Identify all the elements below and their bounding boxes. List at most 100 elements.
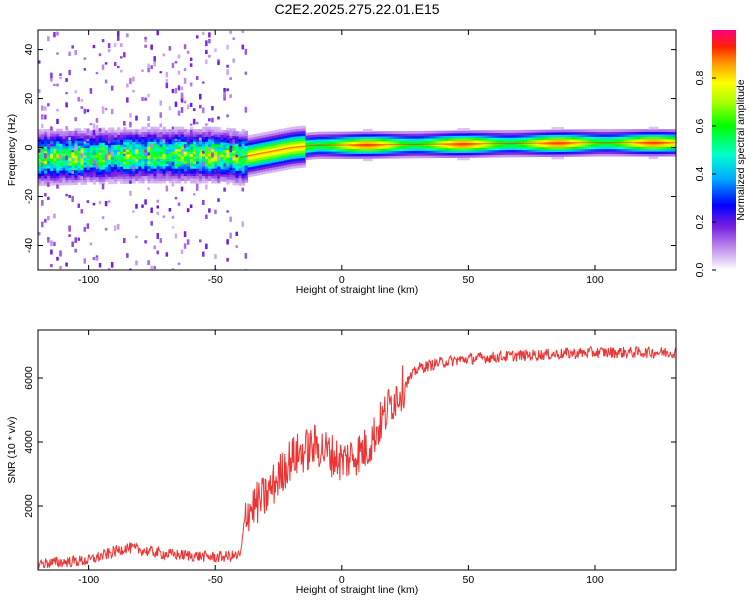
spectrogram-cell bbox=[454, 130, 458, 134]
spectrogram-cell bbox=[138, 170, 142, 174]
spectrogram-cell bbox=[502, 149, 507, 153]
spectrogram-cell bbox=[508, 144, 513, 148]
spectrogram-cell bbox=[411, 150, 416, 154]
x-tick-label: 0 bbox=[339, 574, 345, 586]
spectrogram-cell bbox=[353, 133, 358, 137]
spectrogram-cell bbox=[554, 144, 558, 148]
spectrogram-cell bbox=[256, 138, 261, 142]
spectrogram-noise bbox=[123, 52, 126, 58]
spectrogram-cell bbox=[287, 154, 291, 158]
spectrogram-cell bbox=[89, 147, 94, 151]
spectrogram-cell bbox=[150, 129, 154, 133]
spectrogram-cell bbox=[232, 133, 236, 137]
spectrogram-cell bbox=[199, 131, 203, 135]
spectrogram-cell bbox=[120, 166, 124, 170]
spectrogram-cell bbox=[244, 140, 249, 144]
spectrogram-cell bbox=[396, 145, 400, 149]
spectrogram-cell bbox=[518, 132, 522, 136]
spectrogram-cell bbox=[566, 153, 571, 157]
spectrogram-cell bbox=[669, 153, 674, 157]
spectrogram-cell bbox=[539, 139, 543, 143]
spectrogram-noise bbox=[174, 138, 178, 141]
spectrogram-cell bbox=[83, 179, 88, 183]
spectrogram-cell bbox=[426, 135, 431, 139]
spectrogram-cell bbox=[141, 163, 145, 167]
spectrogram-cell bbox=[262, 142, 267, 145]
spectrogram-cell bbox=[59, 160, 63, 164]
spectrogram-cell bbox=[80, 172, 84, 176]
spectrogram-cell bbox=[256, 172, 261, 176]
spectrogram-noise bbox=[147, 93, 150, 98]
spectrogram-cell bbox=[369, 128, 373, 132]
spectrogram-cell bbox=[606, 146, 610, 150]
spectrogram-cell bbox=[229, 179, 233, 183]
spectrogram-cell bbox=[186, 129, 191, 133]
spectrogram-cell bbox=[435, 155, 440, 159]
spectrogram-cell bbox=[597, 148, 601, 152]
spectrogram-cell bbox=[44, 165, 48, 169]
spectrogram-cell bbox=[189, 146, 194, 150]
spectrogram-noise bbox=[123, 148, 126, 153]
spectrogram-cell bbox=[293, 138, 297, 142]
spectrogram-cell bbox=[205, 165, 209, 169]
spectrogram-cell bbox=[162, 161, 166, 164]
spectrogram-cell bbox=[202, 131, 206, 135]
spectrogram-cell bbox=[195, 173, 200, 177]
spectrogram-cell bbox=[238, 180, 242, 184]
spectrogram-cell bbox=[56, 167, 60, 171]
spectrogram-cell bbox=[393, 138, 397, 142]
spectrogram-cell bbox=[527, 151, 531, 155]
spectrogram-cell bbox=[50, 150, 54, 154]
spectrogram-cell bbox=[472, 145, 476, 148]
spectrogram-noise bbox=[208, 32, 211, 38]
spectrogram-noise bbox=[47, 238, 50, 243]
spectrogram-noise bbox=[95, 257, 99, 261]
spectrogram-cell bbox=[244, 133, 249, 137]
spectrogram-cell bbox=[496, 149, 501, 153]
spectrogram-cell bbox=[551, 139, 555, 143]
spectrogram-cell bbox=[396, 131, 400, 134]
spectrogram-cell bbox=[472, 135, 476, 139]
spectrogram-cell bbox=[405, 155, 410, 159]
spectrogram-cell bbox=[98, 171, 103, 175]
spectrogram-cell bbox=[524, 151, 528, 155]
spectrogram-cell bbox=[293, 131, 297, 135]
spectrogram-cell bbox=[350, 141, 355, 145]
spectrogram-cell bbox=[281, 128, 285, 132]
spectrogram-noise bbox=[56, 108, 59, 112]
spectrogram-cell bbox=[411, 138, 416, 142]
spectrogram-cell bbox=[478, 145, 482, 148]
spectrogram-cell bbox=[344, 153, 349, 157]
spectrogram-cell bbox=[80, 179, 84, 183]
spectrogram-cell bbox=[123, 161, 127, 165]
spectrogram-noise bbox=[92, 159, 96, 164]
spectrogram-noise bbox=[165, 79, 169, 85]
spectrogram-cell bbox=[129, 153, 133, 157]
spectrogram-cell bbox=[600, 138, 604, 142]
spectrogram-cell bbox=[38, 175, 42, 179]
spectrogram-cell bbox=[636, 134, 640, 137]
spectrogram-cell bbox=[186, 168, 191, 172]
spectrogram-cell bbox=[615, 138, 619, 142]
spectrogram-cell bbox=[527, 132, 531, 136]
spectrogram-cell bbox=[521, 129, 525, 133]
spectrogram-cell bbox=[278, 166, 282, 169]
spectrogram-cell bbox=[524, 147, 528, 150]
spectrogram-cell bbox=[502, 152, 507, 155]
spectrogram-noise bbox=[223, 187, 226, 192]
spectrogram-noise bbox=[208, 147, 211, 151]
spectrogram-cell bbox=[429, 147, 434, 151]
spectrogram-cell bbox=[669, 143, 674, 147]
spectrogram-cell bbox=[113, 171, 118, 175]
spectrogram-cell bbox=[150, 134, 154, 137]
spectrogram-cell bbox=[110, 171, 115, 175]
spectrogram-cell bbox=[651, 143, 656, 147]
spectrogram-noise bbox=[195, 183, 199, 190]
spectrogram-cell bbox=[165, 153, 170, 157]
spectrogram-cell bbox=[192, 175, 197, 179]
spectrogram-cell bbox=[451, 152, 455, 156]
spectrogram-cell bbox=[372, 155, 376, 159]
spectrogram-cell bbox=[372, 138, 376, 142]
spectrogram-cell bbox=[50, 133, 54, 137]
spectrogram-cell bbox=[518, 134, 522, 138]
